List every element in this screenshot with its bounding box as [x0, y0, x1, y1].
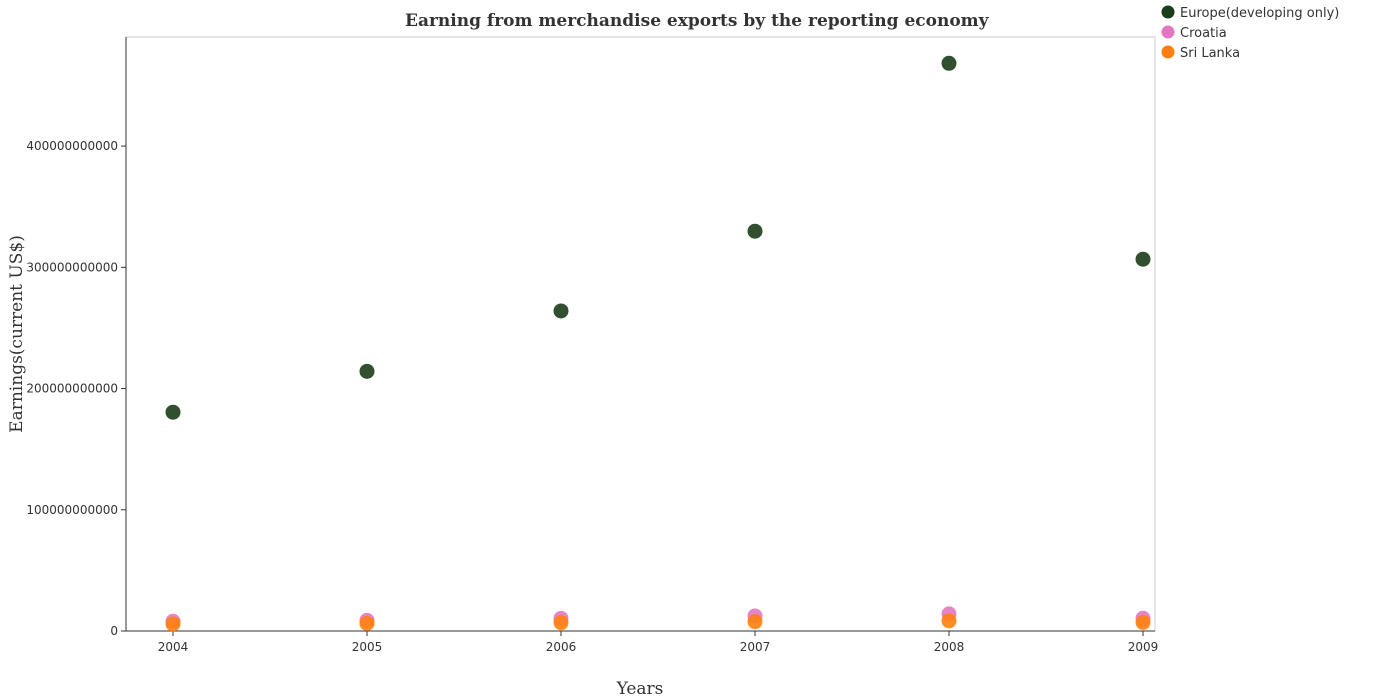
data-point-sri-lanka — [747, 614, 763, 630]
legend: Europe(developing only) Croatia Sri Lanka — [1161, 5, 1339, 61]
plot-frame — [125, 36, 1156, 632]
x-tick-label: 2006 — [546, 640, 577, 654]
chart-title: Earning from merchandise exports by the … — [405, 11, 990, 31]
x-tick-label: 2004 — [158, 640, 189, 654]
x-tick-label: 2007 — [740, 640, 771, 654]
data-point-europe-developing-only — [359, 363, 375, 379]
y-axis-title: Earnings(current US$) — [7, 235, 27, 433]
data-point-europe-developing-only — [747, 223, 763, 239]
legend-marker — [1161, 25, 1175, 39]
data-point-europe-developing-only — [553, 303, 569, 319]
data-point-sri-lanka — [359, 615, 375, 631]
legend-label: Sri Lanka — [1180, 46, 1240, 61]
y-tick-label: 0 — [110, 624, 118, 638]
data-point-sri-lanka — [941, 613, 957, 629]
data-point-europe-developing-only — [1135, 251, 1151, 267]
x-tick-label: 2005 — [352, 640, 383, 654]
legend-label: Croatia — [1180, 26, 1227, 41]
x-axis-ticks: 2004 2005 2006 2007 2008 2009 — [158, 631, 1159, 654]
x-tick-label: 2008 — [934, 640, 965, 654]
y-tick-label: 200000000000 — [26, 382, 118, 396]
y-tick-label: 100000000000 — [26, 503, 118, 517]
data-point-sri-lanka — [1135, 614, 1151, 630]
y-tick-label: 400000000000 — [26, 139, 118, 153]
data-points — [165, 55, 1151, 632]
legend-marker — [1161, 45, 1175, 59]
data-point-sri-lanka — [165, 616, 181, 632]
data-point-europe-developing-only — [165, 404, 181, 420]
y-axis-ticks: 0 100000000000 200000000000 300000000000 400… — [26, 139, 126, 638]
data-point-sri-lanka — [553, 615, 569, 631]
legend-marker — [1161, 5, 1175, 19]
legend-label: Europe(developing only) — [1180, 6, 1339, 21]
data-point-europe-developing-only — [941, 55, 957, 71]
x-axis-title: Years — [616, 679, 664, 699]
y-tick-label: 300000000000 — [26, 260, 118, 274]
x-tick-label: 2009 — [1128, 640, 1159, 654]
